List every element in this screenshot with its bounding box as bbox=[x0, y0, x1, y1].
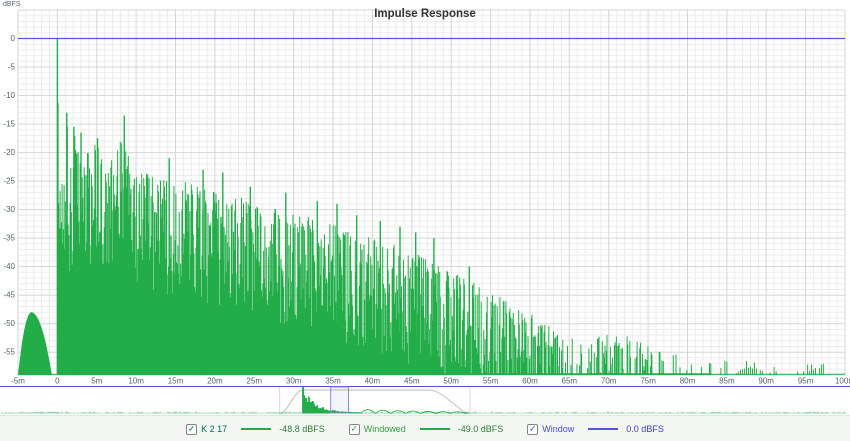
check-icon: ✓ bbox=[187, 423, 196, 433]
trace-visibility-checkbox[interactable]: ✓ bbox=[348, 423, 360, 435]
svg-text:40m: 40m bbox=[365, 377, 381, 386]
svg-text:15m: 15m bbox=[168, 377, 184, 386]
trace-name[interactable]: Windowed bbox=[363, 424, 406, 434]
legend-trace-group: ✓ Window 0.0 dBFS bbox=[527, 423, 664, 435]
svg-text:70m: 70m bbox=[601, 377, 617, 386]
svg-text:-10: -10 bbox=[3, 91, 15, 100]
trace-visibility-checkbox[interactable]: ✓ bbox=[527, 423, 539, 435]
svg-text:-25: -25 bbox=[3, 177, 15, 186]
trace-line-swatch bbox=[241, 428, 272, 430]
svg-text:0: 0 bbox=[55, 377, 60, 386]
overview-navigator[interactable] bbox=[0, 385, 850, 415]
svg-text:80m: 80m bbox=[680, 377, 696, 386]
trace-value: 0.0 dBFS bbox=[626, 424, 664, 434]
svg-text:45m: 45m bbox=[404, 377, 420, 386]
svg-text:-30: -30 bbox=[3, 205, 15, 214]
svg-text:-5m: -5m bbox=[11, 377, 25, 386]
trace-visibility-checkbox[interactable]: ✓ bbox=[186, 423, 198, 435]
svg-text:0: 0 bbox=[11, 34, 16, 43]
svg-text:30m: 30m bbox=[286, 377, 302, 386]
impulse-response-plot[interactable]: 0 -5 -10 -15 -20 -25 -30 -35 -40 -45 -50 -55 -5m 0 5m 1… bbox=[0, 0, 850, 385]
trace-value: -48.8 dBFS bbox=[279, 424, 325, 434]
svg-text:20m: 20m bbox=[207, 377, 223, 386]
svg-text:50m: 50m bbox=[443, 377, 459, 386]
svg-text:-45: -45 bbox=[3, 291, 15, 300]
svg-text:85m: 85m bbox=[719, 377, 735, 386]
trace-name[interactable]: Window bbox=[542, 424, 575, 434]
svg-text:-5: -5 bbox=[8, 63, 16, 72]
y-axis-unit-label: dBFS bbox=[3, 1, 21, 8]
trace-line-swatch bbox=[588, 428, 619, 430]
svg-text:-15: -15 bbox=[3, 120, 15, 129]
svg-text:90m: 90m bbox=[758, 377, 774, 386]
legend-trace-group: ✓ Windowed -49.0 dBFS bbox=[348, 423, 504, 435]
svg-text:75m: 75m bbox=[640, 377, 656, 386]
check-icon: ✓ bbox=[529, 423, 537, 433]
legend-bar: ✓ K 2 17 -48.8 dBFS ✓ Windowed -49.0 dBF… bbox=[0, 415, 850, 441]
svg-text:55m: 55m bbox=[483, 377, 499, 386]
svg-text:25m: 25m bbox=[247, 377, 263, 386]
trace-name[interactable]: K 2 17 bbox=[201, 424, 228, 434]
svg-text:5m: 5m bbox=[91, 377, 102, 386]
svg-text:-35: -35 bbox=[3, 234, 15, 243]
trace-line-swatch bbox=[419, 428, 450, 430]
trace-value: -49.0 dBFS bbox=[457, 424, 504, 434]
check-icon: ✓ bbox=[350, 423, 358, 433]
svg-text:-20: -20 bbox=[3, 148, 15, 157]
svg-text:-55: -55 bbox=[3, 348, 15, 357]
legend-trace-group: ✓ K 2 17 -48.8 dBFS bbox=[186, 423, 325, 435]
svg-text:60m: 60m bbox=[522, 377, 538, 386]
svg-text:95m: 95m bbox=[798, 377, 814, 386]
svg-text:10m: 10m bbox=[128, 377, 144, 386]
svg-text:-40: -40 bbox=[3, 262, 15, 271]
svg-text:35m: 35m bbox=[325, 377, 341, 386]
svg-text:100m: 100m bbox=[835, 377, 850, 386]
svg-text:-50: -50 bbox=[3, 319, 15, 328]
svg-text:65m: 65m bbox=[562, 377, 578, 386]
